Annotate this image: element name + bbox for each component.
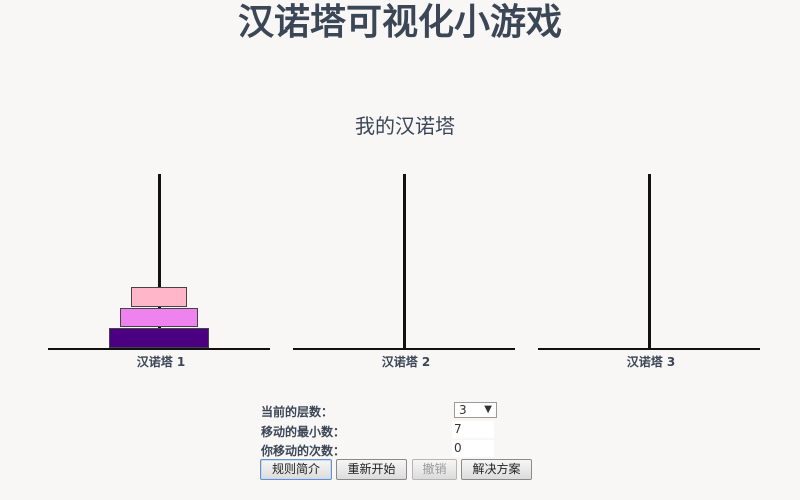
min-moves-value: 7 xyxy=(452,421,494,438)
tower-2-base[interactable] xyxy=(293,348,515,350)
solve-button[interactable]: 解决方案 xyxy=(461,459,532,480)
tower-1-label: 汉诺塔 1 xyxy=(136,355,186,369)
rules-button[interactable]: 规则简介 xyxy=(260,459,332,480)
disk-3[interactable] xyxy=(109,328,209,348)
undo-button[interactable]: 撤销 xyxy=(412,459,457,480)
your-moves-value: 0 xyxy=(452,440,494,457)
tower-1-pole[interactable] xyxy=(158,174,161,349)
restart-button[interactable]: 重新开始 xyxy=(336,459,407,480)
tower-3-base[interactable] xyxy=(538,348,760,350)
disk-1[interactable] xyxy=(131,287,187,307)
tower-3-label: 汉诺塔 3 xyxy=(626,355,676,369)
tower-2-label: 汉诺塔 2 xyxy=(381,355,431,369)
disk-2[interactable] xyxy=(120,308,198,327)
chevron-down-icon: ▼ xyxy=(484,404,492,415)
tower-3-pole[interactable] xyxy=(648,174,651,349)
tower-2-pole[interactable] xyxy=(403,174,406,349)
min-moves-label: 移动的最小数： xyxy=(261,425,346,439)
game-subtitle: 我的汉诺塔 xyxy=(355,114,455,138)
your-moves-label: 你移动的次数： xyxy=(261,444,346,458)
level-select-value: 3 xyxy=(459,403,467,417)
page-title: 汉诺塔可视化小游戏 xyxy=(237,2,562,43)
level-select[interactable]: 3 ▼ xyxy=(454,402,497,418)
tower-1-base[interactable] xyxy=(48,348,270,350)
level-label: 当前的层数： xyxy=(261,405,334,419)
